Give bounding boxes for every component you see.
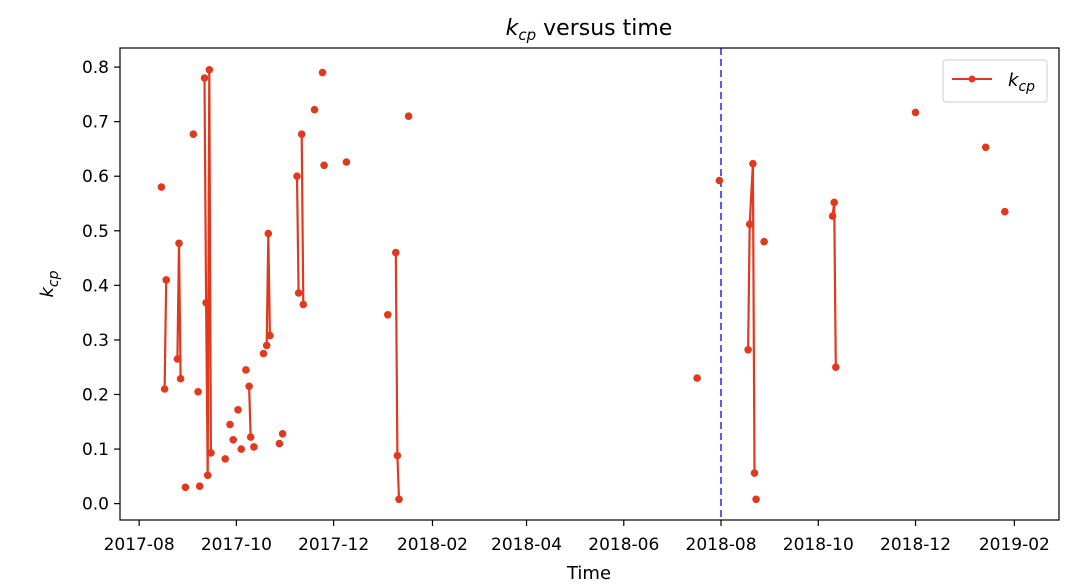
data-point [221,455,229,463]
data-point [393,451,402,460]
y-axis-label: kcp [37,270,62,297]
data-point [299,300,308,309]
legend-entry: kcp [1008,70,1035,95]
data-point [1001,207,1009,216]
data-point [234,406,242,414]
data-point [392,248,400,257]
plot-frame [119,47,1060,521]
data-point [207,449,215,457]
data-point [160,385,169,393]
data-point [310,105,319,114]
series-line-segment [248,386,252,438]
y-tick-label: 0.4 [82,276,109,296]
data-point [259,349,268,358]
x-tick-label: 2018-02 [397,535,468,555]
data-point [205,66,214,74]
series-line-segment [163,279,168,390]
data-point [750,469,759,477]
data-point [297,130,306,138]
series-line-segment [747,163,756,474]
data-point [830,198,838,207]
series-line-segment [300,134,305,305]
data-point [745,220,754,228]
y-tick-label: 0.7 [82,113,109,133]
data-point [293,172,301,180]
y-tick-label: 0.5 [82,222,109,242]
data-point [200,74,209,82]
data-point [264,229,273,238]
x-axis-label: Time [566,563,611,584]
x-tick-label: 2018-08 [686,535,757,555]
data-point [278,430,287,438]
data-point [342,158,351,166]
x-tick-label: 2017-08 [104,535,175,555]
data-point [229,436,237,444]
data-point [194,388,202,396]
data-point [162,276,170,284]
data-point [752,495,760,504]
data-point [250,443,258,451]
x-tick-label: 2018-06 [588,535,659,555]
data-point [981,143,990,152]
data-point [181,483,190,492]
y-tick-label: 0.6 [82,167,109,187]
data-point [320,161,328,170]
data-point [245,382,253,391]
x-tick-label: 2018-12 [880,535,951,555]
data-point [237,445,245,453]
data-point [202,299,210,307]
data-point [203,471,212,480]
data-point [189,130,198,138]
chart-title: kcp versus time [506,16,673,44]
data-point [749,159,757,168]
data-point [246,433,255,441]
data-point [176,374,185,383]
data-point [157,183,166,191]
legend: kcp [942,59,1048,103]
data-point [693,374,701,382]
data-point [715,176,724,185]
tick-layer: 2017-08 2017-10 2017-12 2018-02 2018-04 2018-… [82,58,1050,555]
data-point [242,366,250,374]
data-point [175,239,183,248]
y-tick-label: 0.0 [82,495,109,515]
data-point [275,439,284,448]
data-point [832,363,840,372]
y-tick-label: 0.1 [82,440,109,460]
y-tick-label: 0.8 [82,58,109,78]
series-line-segment [295,176,300,294]
data-point [404,112,413,120]
data-point [226,420,234,429]
legend-box [942,59,1048,103]
data-point [828,212,837,220]
x-tick-label: 2017-12 [298,535,369,555]
y-tick-label: 0.2 [82,385,109,405]
data-point [262,341,271,350]
data-point [384,311,392,319]
x-tick-label: 2018-10 [783,535,854,555]
y-tick-label: 0.3 [82,331,109,351]
data-point [266,331,274,340]
legend-point-marker [968,75,976,83]
data-point [195,482,204,491]
data-layer [157,48,1009,520]
data-point [395,495,403,504]
data-point [760,237,768,246]
data-point [294,289,303,297]
data-point [173,355,182,363]
data-point [318,68,327,77]
x-tick-label: 2018-04 [491,535,562,555]
x-tick-label: 2019-02 [979,535,1050,555]
data-point [744,346,752,354]
data-point [911,108,920,117]
x-tick-label: 2017-10 [201,535,272,555]
